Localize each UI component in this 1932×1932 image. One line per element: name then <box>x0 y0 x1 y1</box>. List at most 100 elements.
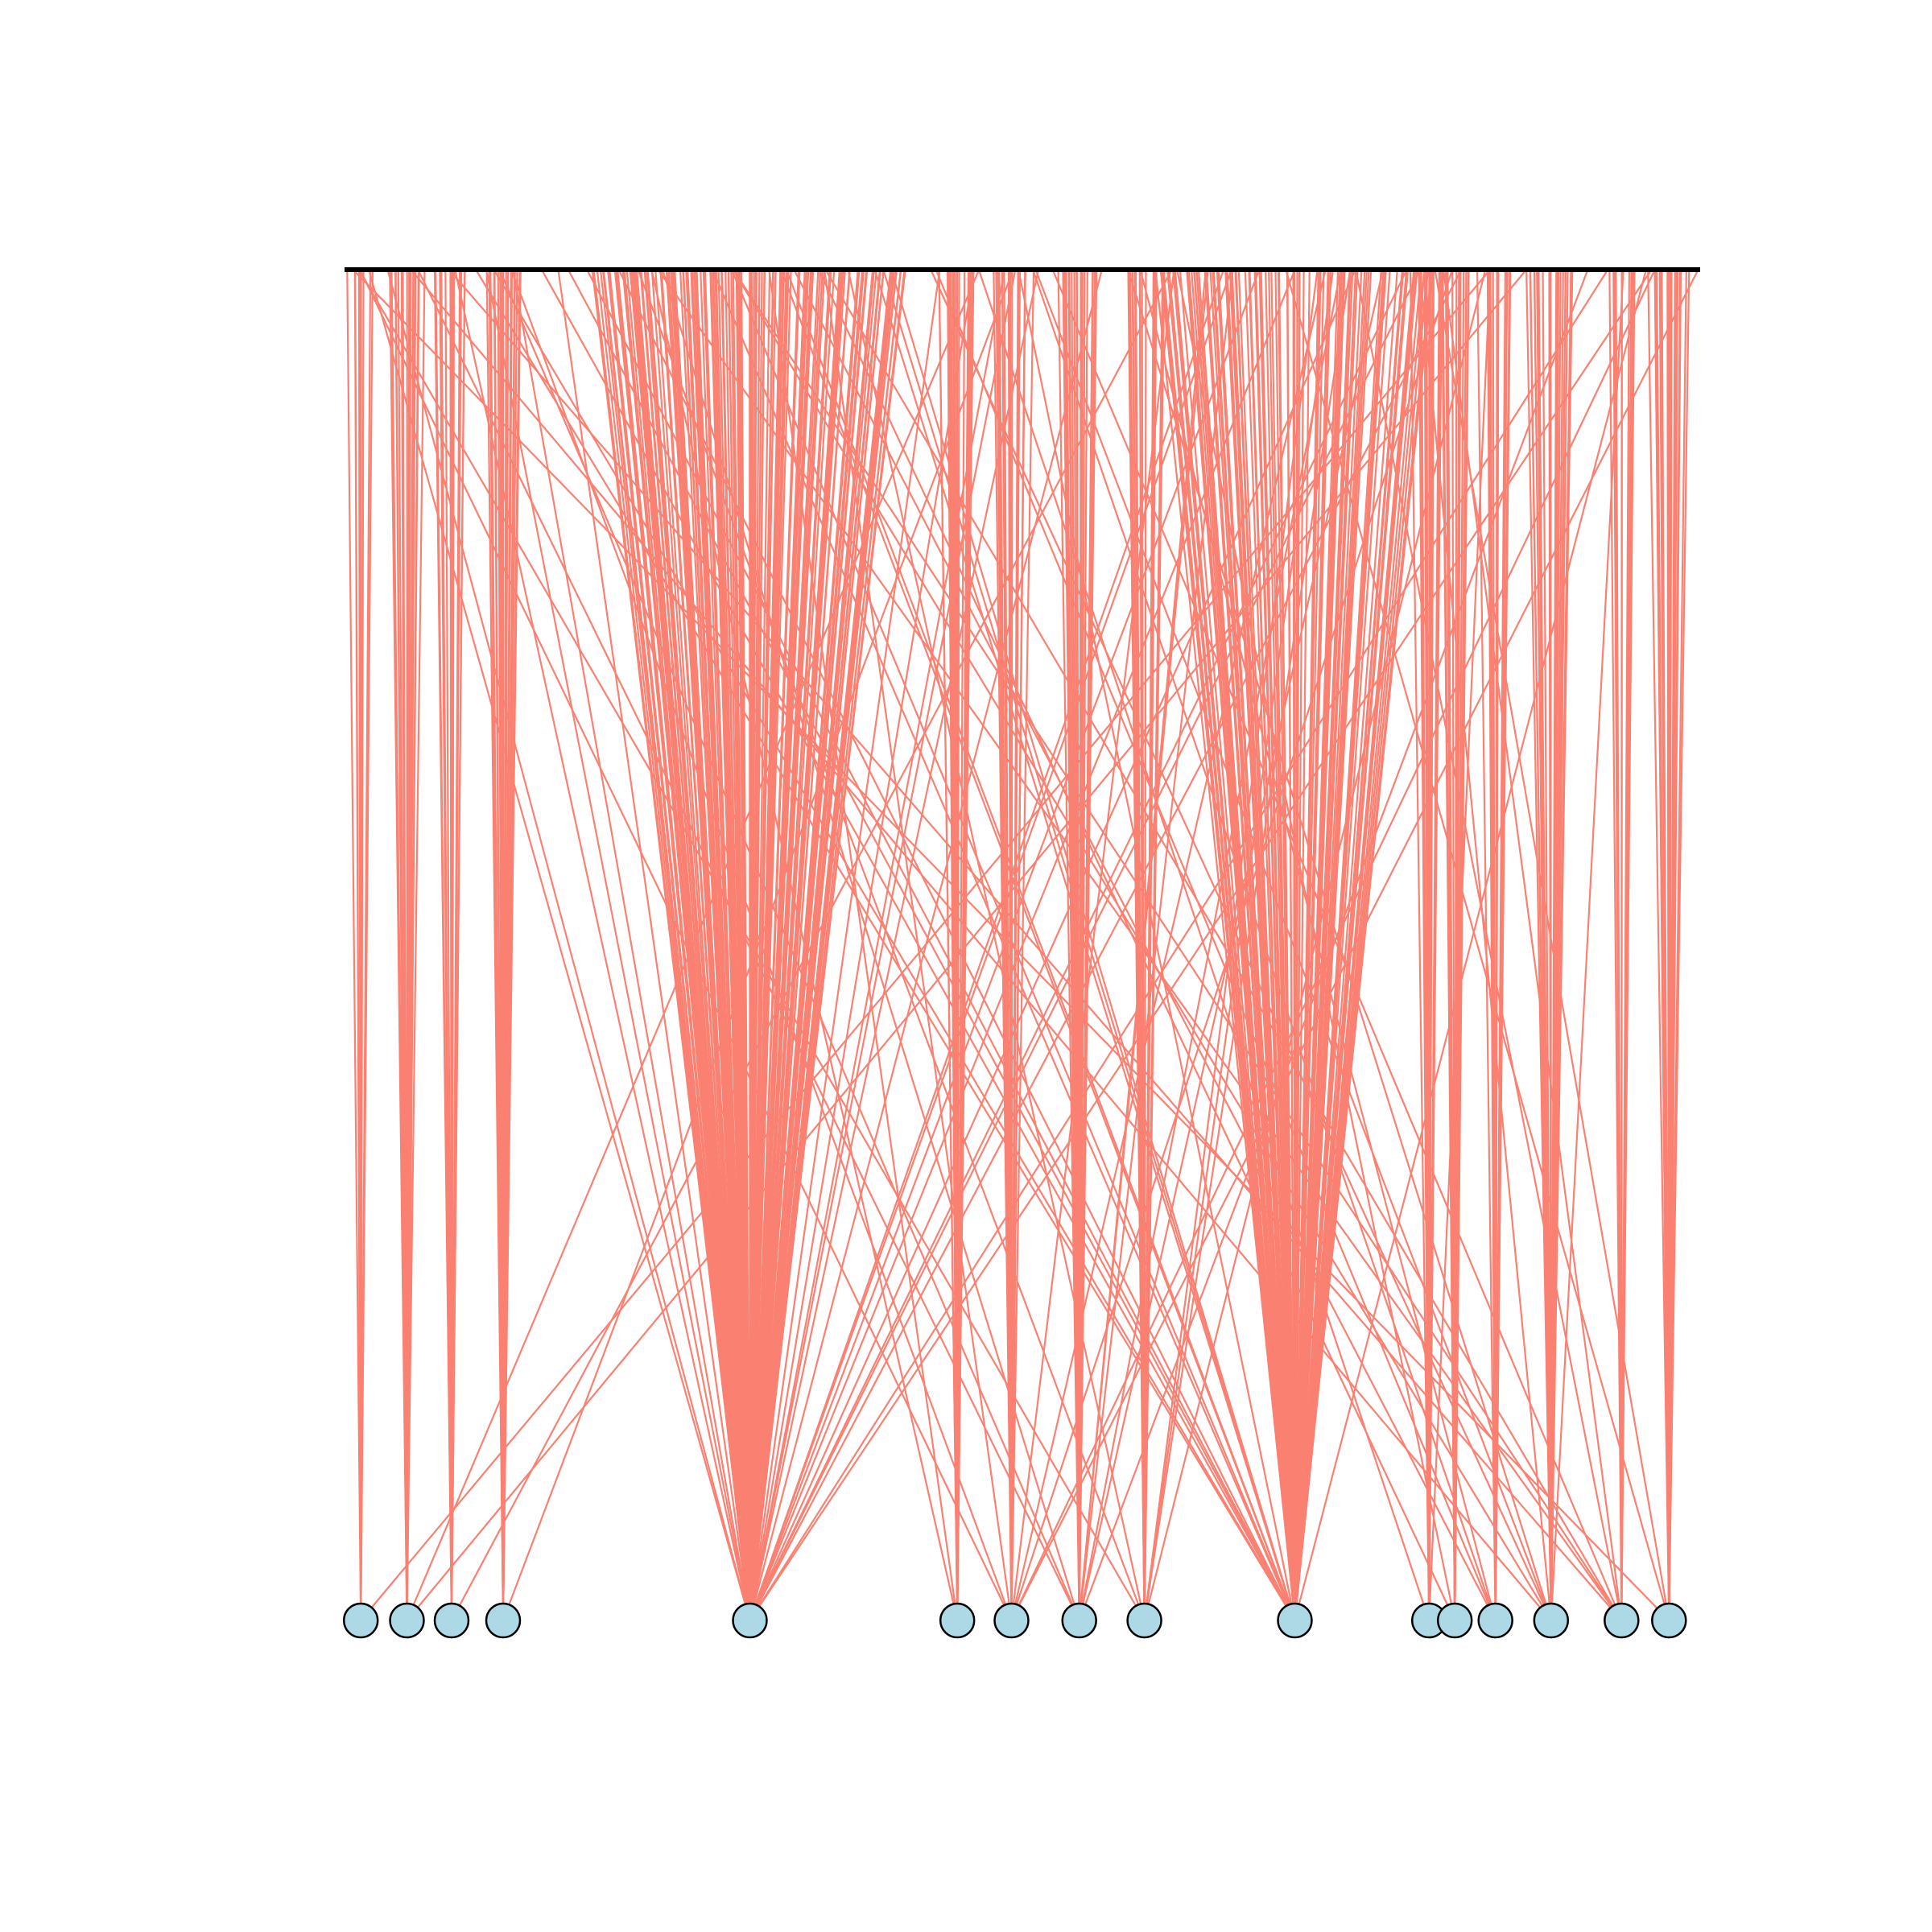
edge-n15-3 <box>733 270 1623 1621</box>
edge-n5-148 <box>749 270 851 1621</box>
edge-n5-129 <box>454 270 751 1621</box>
edge-n10-74 <box>731 270 1296 1621</box>
edge-n10-21 <box>493 270 1296 1621</box>
edge-n15-6 <box>1615 270 1623 1621</box>
edge-n5-78 <box>724 270 751 1621</box>
edge-n10-5 <box>1166 270 1296 1621</box>
edge-n4-7 <box>493 270 505 1621</box>
edge-n6-20 <box>956 270 975 1621</box>
edge-n14-17 <box>1549 270 1552 1621</box>
edge-n15-14 <box>1355 270 1623 1621</box>
edge-n11-12 <box>978 270 1430 1621</box>
edge-n3-9 <box>450 270 456 1621</box>
edge-n10-91 <box>1225 270 1296 1621</box>
edge-n10-61 <box>618 270 1296 1621</box>
edge-n11-11 <box>1428 270 1435 1621</box>
edge-n15-16 <box>1620 270 1634 1621</box>
edge-n5-40 <box>659 270 751 1621</box>
edge-n5-151 <box>512 270 751 1621</box>
edge-n10-63 <box>1294 270 1305 1621</box>
edge-n5-12 <box>609 270 751 1621</box>
edge-n9-25 <box>1143 270 1165 1621</box>
edge-n1-0 <box>346 270 362 1621</box>
edge-n10-10 <box>568 270 1296 1621</box>
edge-n13-5 <box>935 270 1496 1621</box>
edge-n10-100 <box>1294 270 1391 1621</box>
edge-n5-101 <box>749 270 766 1621</box>
edge-n16-20 <box>1668 270 1682 1621</box>
edge-n10-50 <box>882 270 1296 1621</box>
edge-n5-115 <box>749 270 792 1621</box>
edge-n16-23 <box>1668 270 1687 1621</box>
edge-n14-12 <box>931 270 1552 1621</box>
edge-n10-45 <box>1258 270 1296 1621</box>
edge-n5-181 <box>749 270 906 1621</box>
edge-n12-5 <box>1444 270 1456 1621</box>
edge-n10-108 <box>1294 270 1409 1621</box>
edge-n15-11 <box>825 270 1623 1621</box>
edge-n14-31 <box>1550 270 1574 1621</box>
edge-n10-47 <box>1265 270 1296 1621</box>
edge-n5-150 <box>749 270 1652 1621</box>
edge-n14-15 <box>1035 270 1552 1621</box>
edge-n16-7 <box>1285 270 1670 1621</box>
edge-n12-6 <box>819 270 1456 1621</box>
edge-n15-1 <box>449 270 1623 1621</box>
node-n16 <box>1651 1602 1687 1639</box>
node-n1 <box>342 1602 379 1639</box>
edge-n7-19 <box>1010 270 1019 1621</box>
edge-n5-116 <box>485 270 751 1621</box>
edge-n14-29 <box>1418 270 1552 1621</box>
edge-n10-112 <box>1193 270 1296 1621</box>
edge-n13-2 <box>794 270 1496 1621</box>
edge-n10-36 <box>1237 270 1296 1621</box>
edge-n10-114 <box>476 270 1296 1621</box>
edge-n4-23 <box>502 270 522 1621</box>
node-n14 <box>1533 1602 1570 1639</box>
edge-n13-0 <box>1032 270 1496 1621</box>
edge-n5-88 <box>740 270 751 1621</box>
node-n6 <box>939 1602 976 1639</box>
edge-n8-27 <box>1078 270 1098 1621</box>
edge-n8-21 <box>418 270 1080 1621</box>
edge-n10-44 <box>712 270 1296 1621</box>
edge-n5-120 <box>749 270 799 1621</box>
edge-n10-53 <box>1277 270 1296 1621</box>
node-n5 <box>732 1602 768 1639</box>
edge-n10-104 <box>781 270 1296 1621</box>
edge-n15-9 <box>1620 270 1623 1621</box>
edge-n5-174 <box>557 270 751 1621</box>
edge-n9-3 <box>847 270 1146 1621</box>
node-n13 <box>1477 1602 1513 1639</box>
edge-n5-169 <box>749 270 885 1621</box>
edge-n16-9 <box>1660 270 1670 1621</box>
edge-n12-8 <box>1451 270 1456 1621</box>
edge-n4-16 <box>502 270 507 1621</box>
edge-n5-67 <box>704 270 751 1621</box>
edge-n14-10 <box>733 270 1552 1621</box>
edge-n8-28 <box>499 270 1080 1621</box>
node-n4 <box>485 1602 522 1639</box>
edge-n10-55 <box>1286 270 1296 1621</box>
edge-n5-48 <box>671 270 751 1621</box>
edge-n7-26 <box>511 270 1013 1621</box>
edge-n3-14 <box>450 270 466 1621</box>
edge-n5-180 <box>368 270 751 1621</box>
edge-n10-86 <box>1294 270 1356 1621</box>
edge-n14-26 <box>1127 270 1552 1621</box>
edge-n10-75 <box>1294 270 1331 1621</box>
node-n15 <box>1604 1602 1640 1639</box>
edge-n16-21 <box>353 270 1670 1621</box>
node-n3 <box>433 1602 470 1639</box>
node-layer <box>342 1602 1687 1639</box>
node-n8 <box>1061 1602 1097 1639</box>
edge-n15-4 <box>1443 270 1623 1621</box>
edge-n15-10 <box>1052 270 1623 1621</box>
edge-n10-71 <box>1294 270 1321 1621</box>
edge-n16-0 <box>1647 270 1670 1621</box>
edge-n5-39 <box>387 270 751 1621</box>
edge-n5-149 <box>749 270 1103 1621</box>
edge-n10-90 <box>1294 270 1366 1621</box>
edge-n15-7 <box>658 270 1623 1621</box>
